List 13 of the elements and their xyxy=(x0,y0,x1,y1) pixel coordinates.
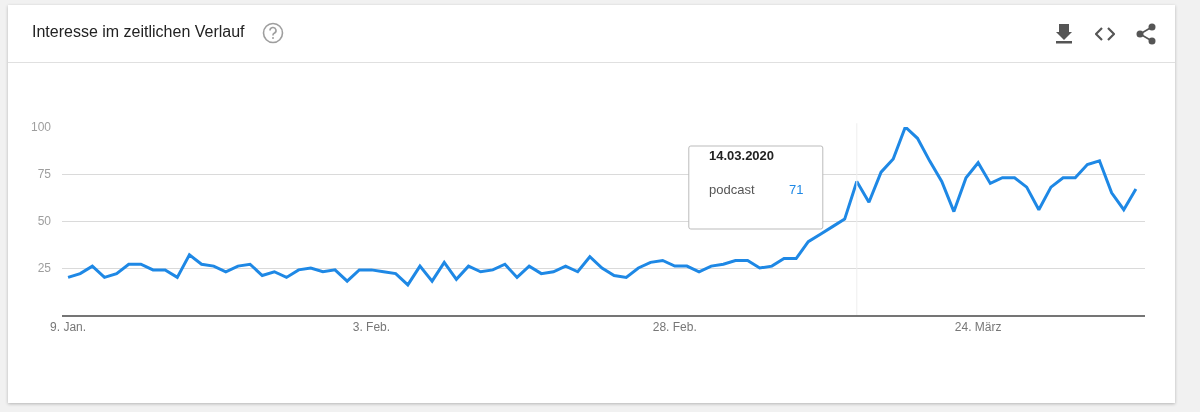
y-tick-label: 100 xyxy=(30,120,52,135)
annotation: 71 xyxy=(789,182,804,197)
y-tick-label: 75 xyxy=(37,167,52,182)
text: podcast xyxy=(709,182,755,197)
chart-title: Interesse im zeitlichen Verlauf xyxy=(32,23,245,41)
x-tick-label: 3. Feb. xyxy=(352,319,391,334)
y-tick-label: 25 xyxy=(37,261,52,276)
x-tick-label: 9. Jan. xyxy=(50,319,87,334)
line-series xyxy=(66,127,1138,287)
y-tick-label: 50 xyxy=(37,214,52,229)
x-tick-label: 28. Feb. xyxy=(652,319,697,334)
x-tick-label: 24. März xyxy=(954,319,1002,334)
annotation: 14.03.2020 xyxy=(709,148,775,163)
